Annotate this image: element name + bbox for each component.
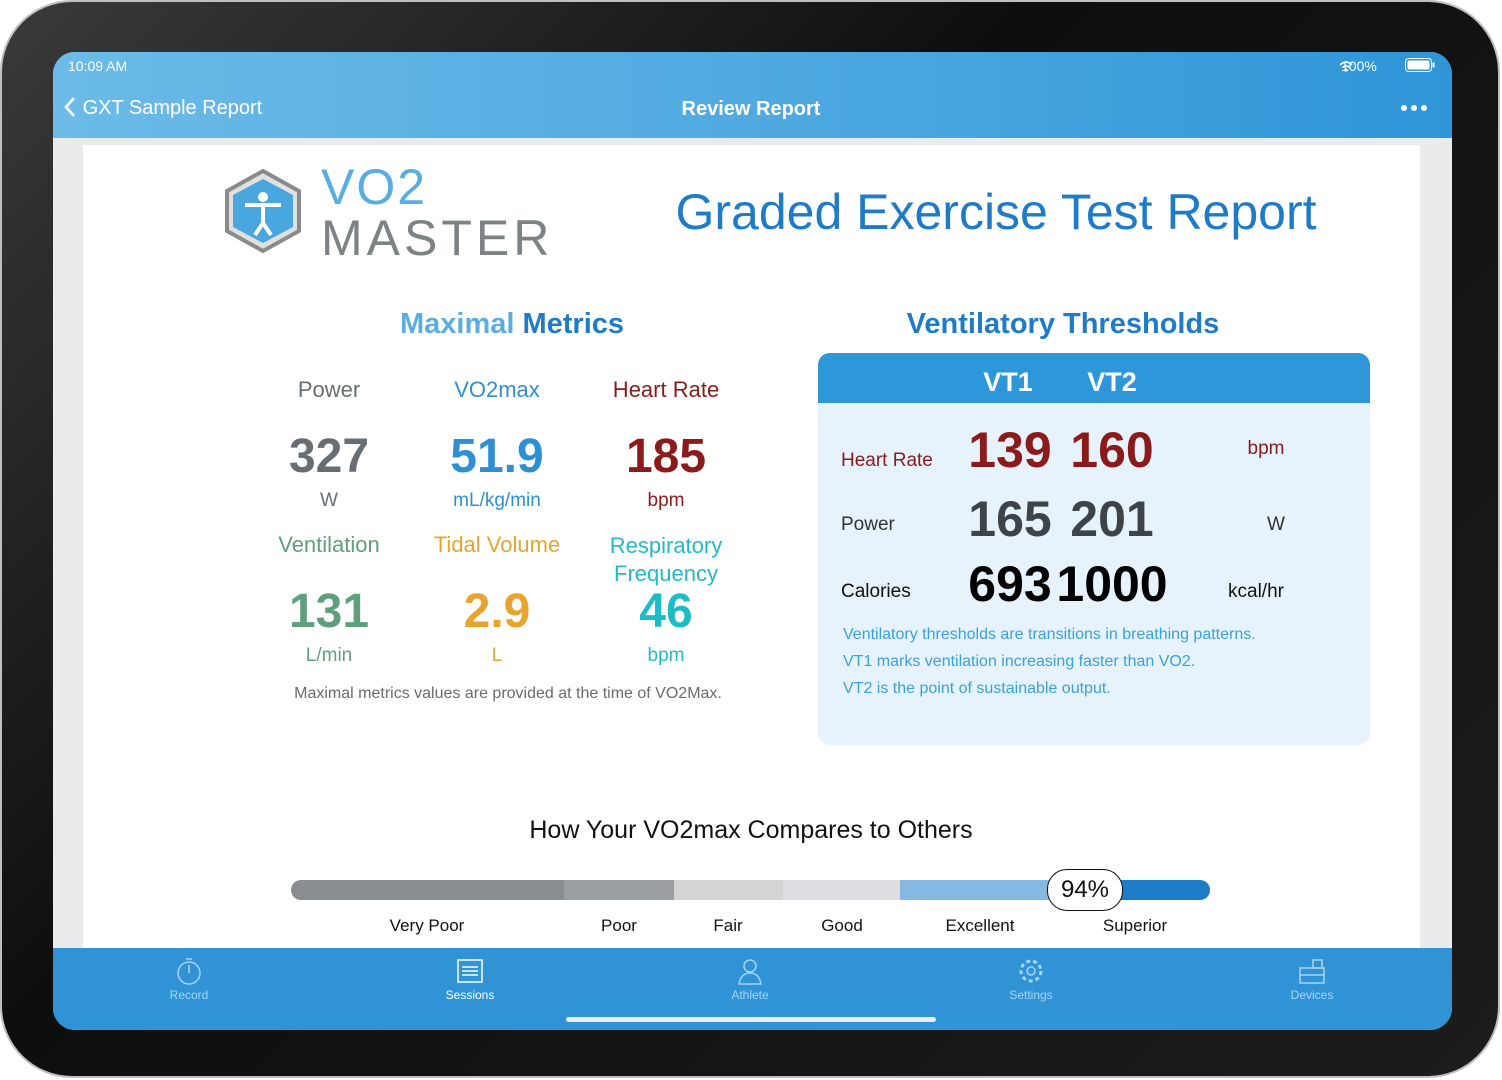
tab-athlete[interactable]: Athlete xyxy=(680,952,820,1022)
percentile-marker: 94% xyxy=(1047,869,1123,911)
wifi-icon xyxy=(1339,61,1353,72)
metric-label: Heart Rate xyxy=(612,377,720,402)
battery-icon xyxy=(1405,58,1435,72)
tab-icon xyxy=(1019,959,1043,983)
screen: 10:09 AM 100% GXT Sample Report Review R… xyxy=(53,52,1452,1030)
bar-segment xyxy=(900,880,1050,900)
vt-note: VT2 is the point of sustainable output. xyxy=(843,680,1111,697)
vt-row-label: Heart Rate xyxy=(841,450,933,471)
bar-segment xyxy=(564,880,674,900)
tab-icon xyxy=(177,958,201,985)
tab-label: Record xyxy=(169,988,209,1002)
metric-value: 51.9 xyxy=(450,430,544,483)
metric-unit: L/min xyxy=(305,645,353,666)
vt-note: Ventilatory thresholds are transitions i… xyxy=(843,626,1256,643)
metric-unit: W xyxy=(320,490,338,511)
title-dark: Metrics xyxy=(522,308,625,340)
tab-label: Athlete xyxy=(731,988,769,1002)
category-label: Good xyxy=(821,916,863,935)
vt-value: 1000 xyxy=(1056,556,1168,612)
bar-segment xyxy=(674,880,783,900)
category-label: Poor xyxy=(601,916,637,935)
category-label: Fair xyxy=(713,916,743,935)
back-chevron xyxy=(64,97,75,117)
vt-header-label: VT2 xyxy=(1087,367,1137,397)
vt-note: VT1 marks ventilation increasing faster … xyxy=(843,653,1196,670)
vt-header xyxy=(818,353,1370,403)
metric-unit: L xyxy=(491,645,503,666)
metric-value: 185 xyxy=(625,430,707,483)
tab-icon xyxy=(738,959,762,985)
bar-segment xyxy=(291,880,564,900)
metric-value: 46 xyxy=(639,585,693,638)
tab-icon xyxy=(1299,959,1325,984)
metric-label: Respiratory Frequency xyxy=(609,533,723,586)
maximal-metrics-title: Maximal Metrics xyxy=(400,308,624,341)
tab-label: Settings xyxy=(1009,988,1053,1002)
comparison-title: How Your VO2max Compares to Others xyxy=(529,816,973,844)
logo-icon xyxy=(225,168,301,254)
tab-bar: Record Sessions Athlete Settings Devices xyxy=(53,948,1452,1030)
vt-unit: W xyxy=(1267,514,1285,535)
vt-value: 693 xyxy=(968,556,1052,612)
vt-unit: kcal/hr xyxy=(1228,581,1284,602)
vt-value: 165 xyxy=(968,491,1052,547)
category-label: Very Poor xyxy=(389,916,465,935)
vt-title: Ventilatory Thresholds xyxy=(906,308,1220,340)
back-label: GXT Sample Report xyxy=(82,97,263,119)
metrics-note: Maximal metrics values are provided at t… xyxy=(294,685,722,702)
title-light: Maximal xyxy=(399,308,515,340)
report-title: Graded Exercise Test Report xyxy=(675,184,1317,240)
metric-label: VO2max xyxy=(454,377,540,402)
tab-settings[interactable]: Settings xyxy=(961,952,1101,1022)
home-indicator xyxy=(566,1017,936,1022)
report-page: VO2 MASTER Graded Exercise Test Report M… xyxy=(83,145,1420,950)
vt-value: 201 xyxy=(1070,491,1154,547)
tab-record[interactable]: Record xyxy=(119,952,259,1022)
metric-label: Power xyxy=(297,377,361,402)
metric-label: Tidal Volume xyxy=(433,532,561,557)
vt-row-label: Power xyxy=(841,514,895,535)
status-battery-text: 100% xyxy=(1341,58,1377,74)
vt-value: 160 xyxy=(1070,422,1154,478)
metric-unit: bpm xyxy=(647,645,685,666)
vt-row-label: Calories xyxy=(841,581,911,602)
metric-unit: bpm xyxy=(647,490,685,511)
metric-label: Ventilation xyxy=(278,532,380,557)
top-bar: 10:09 AM 100% GXT Sample Report Review R… xyxy=(53,52,1452,138)
metric-value: 2.9 xyxy=(463,585,531,638)
vt-value: 139 xyxy=(968,422,1052,478)
comparison-bar xyxy=(291,880,1210,900)
back-button[interactable]: GXT Sample Report xyxy=(63,96,262,120)
vt-panel xyxy=(818,353,1370,745)
metric-value: 327 xyxy=(288,430,370,483)
tab-label: Devices xyxy=(1290,988,1334,1002)
vt-unit: bpm xyxy=(1247,438,1285,459)
logo-line1: VO2 xyxy=(321,159,428,215)
tab-icon xyxy=(457,959,483,983)
logo-line2: MASTER xyxy=(321,210,554,266)
status-time: 10:09 AM xyxy=(68,58,128,74)
more-button[interactable] xyxy=(1399,102,1429,114)
category-label: Superior xyxy=(1102,916,1168,935)
tab-label: Sessions xyxy=(445,988,495,1002)
tab-sessions[interactable]: Sessions xyxy=(400,952,540,1022)
metric-value: 131 xyxy=(288,585,370,638)
vt-header-label: VT1 xyxy=(983,367,1033,397)
nav-title: Review Report xyxy=(681,98,821,120)
bar-segment xyxy=(783,880,900,900)
metric-unit: mL/kg/min xyxy=(453,490,541,511)
category-label: Excellent xyxy=(945,916,1015,935)
tab-devices[interactable]: Devices xyxy=(1242,952,1382,1022)
